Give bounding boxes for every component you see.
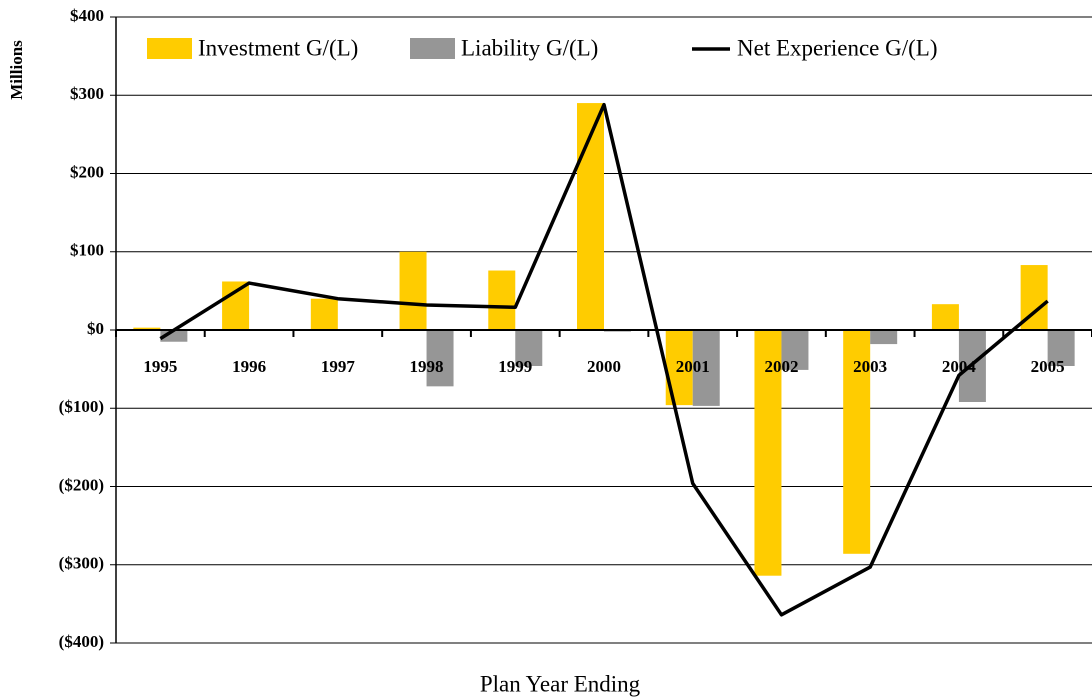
bar	[754, 330, 782, 576]
bar	[577, 103, 604, 330]
bar	[310, 298, 338, 330]
x-tick-label: 1996	[232, 357, 266, 376]
legend-label: Liability G/(L)	[461, 35, 598, 60]
line	[159, 102, 1049, 617]
y-tick-label: $300	[70, 84, 104, 103]
bar	[1047, 330, 1075, 366]
y-tick-label: ($200)	[59, 475, 104, 494]
bar	[160, 330, 188, 342]
bar	[870, 330, 898, 345]
y-tick-label: ($100)	[59, 397, 104, 416]
x-tick-label: 1999	[498, 357, 532, 376]
y-axis-label: Millions	[7, 40, 26, 100]
x-tick-label: 2001	[676, 357, 710, 376]
bar	[843, 330, 871, 554]
x-axis-label: Plan Year Ending	[480, 671, 641, 696]
y-tick-label: $0	[87, 319, 104, 338]
x-tick-label: 2003	[853, 357, 887, 376]
y-tick-label: $400	[70, 6, 104, 25]
bar	[515, 330, 543, 366]
y-tick-label: $200	[70, 162, 104, 181]
bar	[426, 330, 454, 387]
legend-swatch	[410, 38, 455, 59]
bar	[781, 330, 809, 370]
bar	[488, 270, 516, 330]
x-tick-label: 1998	[410, 357, 444, 376]
x-tick-label: 2000	[587, 357, 621, 376]
legend-label: Investment G/(L)	[198, 35, 358, 60]
bar	[399, 251, 427, 330]
bar	[133, 327, 161, 330]
x-tick-label: 2005	[1031, 357, 1065, 376]
x-tick-label: 2004	[942, 357, 977, 376]
x-tick-label: 1997	[321, 357, 356, 376]
legend-label: Net Experience G/(L)	[737, 35, 938, 60]
bar	[222, 281, 250, 330]
y-tick-label: ($300)	[59, 554, 104, 573]
x-tick-label: 1995	[143, 357, 177, 376]
bar	[931, 304, 959, 330]
y-tick-label: $100	[70, 241, 104, 260]
y-tick-label: ($400)	[59, 632, 104, 651]
bar	[692, 330, 720, 406]
x-tick-label: 2002	[764, 357, 798, 376]
legend-swatch	[147, 38, 192, 59]
